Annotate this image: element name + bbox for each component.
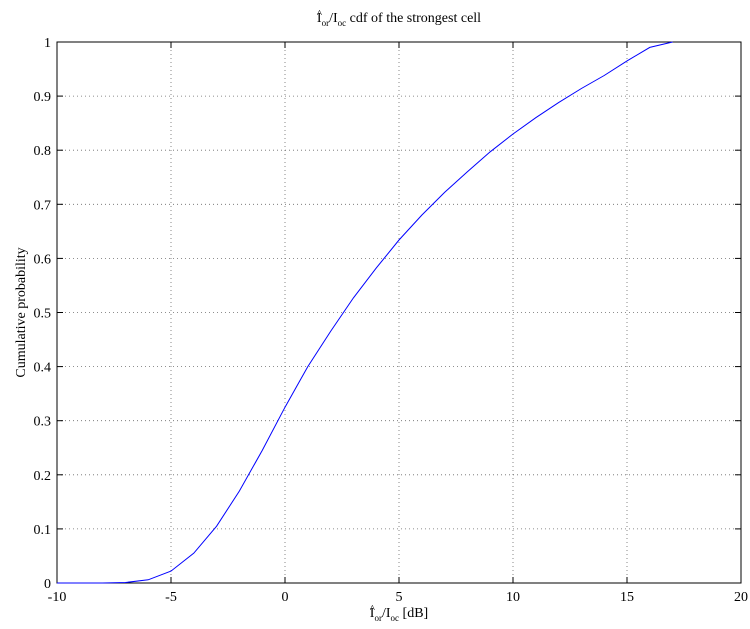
x-tick-label: 10 — [506, 590, 520, 605]
y-tick-label: 0.3 — [34, 415, 52, 430]
y-axis-label: Cumulative probability — [14, 247, 29, 377]
axis-ticks: -10 -5 0 5 10 15 20 0 0.1 0.2 0.3 0.4 0.5 0.6 0.7 0.8 0.… — [34, 36, 749, 605]
x-tick-label: -5 — [165, 590, 177, 605]
x-tick-label: 0 — [282, 590, 289, 605]
y-tick-label: 0.8 — [34, 144, 52, 159]
cdf-series-line — [57, 41, 673, 584]
chart-title: Ior/Ioc cdf of the strongest cell — [317, 11, 481, 28]
y-tick-label: 0.1 — [34, 523, 52, 538]
y-tick-label: 0.9 — [34, 90, 52, 105]
y-tick-label: 0.7 — [34, 198, 52, 213]
x-tick-label: -10 — [48, 590, 67, 605]
grid — [57, 42, 741, 583]
y-tick-label: 0.6 — [34, 252, 52, 267]
x-axis-label: Ior/Ioc [dB] — [370, 606, 428, 623]
y-tick-label: 0.2 — [34, 469, 52, 484]
y-tick-label: 0 — [44, 577, 51, 592]
x-label-hat-accent: ^ — [370, 603, 376, 615]
x-tick-label: 15 — [620, 590, 634, 605]
y-tick-label: 0.4 — [34, 361, 52, 376]
y-tick-label: 1 — [44, 36, 51, 51]
y-tick-label: 0.5 — [34, 307, 52, 322]
plot-area-frame — [56, 41, 742, 584]
x-tick-label: 5 — [396, 590, 403, 605]
series — [57, 41, 673, 584]
x-tick-label: 20 — [734, 590, 748, 605]
title-hat-accent: ^ — [317, 8, 323, 20]
